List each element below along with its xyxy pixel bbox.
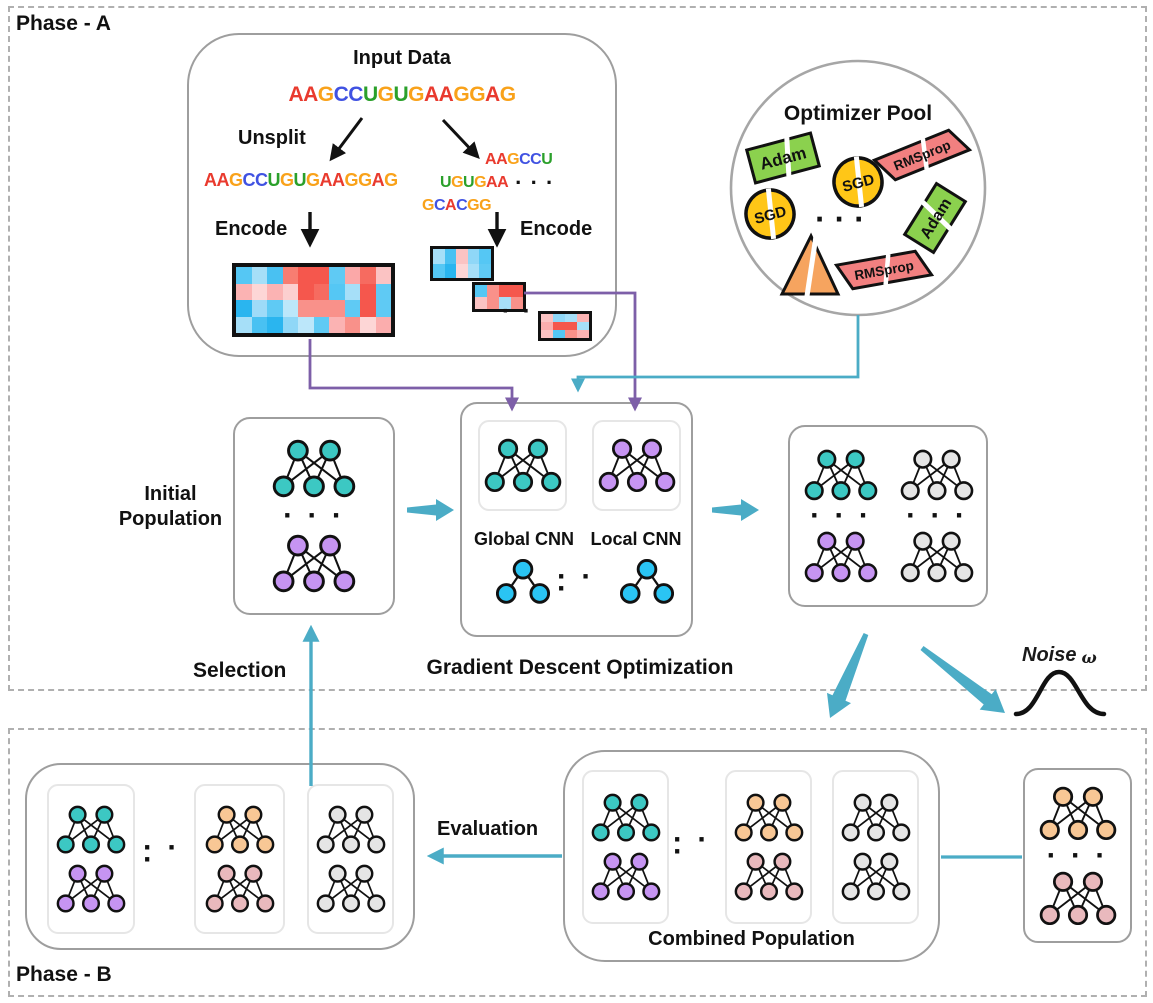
noise-label: Noise [1022, 644, 1077, 666]
optimizer-sgd-2: SGD [744, 188, 796, 240]
network-glyph-rose [1039, 871, 1117, 926]
phase-a-region [8, 6, 1147, 691]
network-glyph-teal [272, 439, 356, 498]
noise-omega-symbol: ω [1081, 648, 1097, 667]
encode-left-label: Encode [215, 218, 288, 240]
encode-right-label: Encode [520, 218, 593, 240]
input-data-box: Input Data AAGCCUGUGAAGGAG Unsplit AAGCC… [187, 33, 617, 357]
global-cnn-label: Global CNN [473, 529, 574, 549]
population-ellipsis: · · · [810, 499, 872, 532]
split-sequence-1: AAGCCU [485, 151, 553, 168]
selected-group-1 [47, 784, 135, 934]
input-data-title: Input Data [353, 47, 451, 69]
combined-population-box: · · · Combined Population [563, 750, 940, 962]
split-sequence-3: GCACGG [422, 197, 492, 214]
global-cnn-network [484, 438, 562, 493]
optimizer-pool-title: Optimizer Pool [784, 102, 932, 125]
local-cnn-label: Local CNN [590, 529, 682, 549]
selected-group-3 [307, 784, 394, 934]
selected-group-2 [194, 784, 285, 934]
offspring-population-box: · · · · · · [788, 425, 988, 607]
split-ellipsis: · · · [515, 170, 555, 195]
split-sequence-2: UGUGAA [440, 174, 509, 191]
network-glyph-gray [900, 531, 974, 583]
noisy-population-box: · · · [1023, 768, 1132, 943]
network-glyph-gray [841, 852, 911, 901]
evaluation-label: Evaluation [437, 818, 539, 840]
offspring-column-2: · · · [900, 427, 974, 605]
network-glyph-orange [1039, 786, 1117, 841]
selection-label: Selection [193, 659, 287, 682]
encoded-matrix-small-2 [472, 282, 526, 312]
optimizer-ellipsis: · · · [815, 201, 865, 237]
phase-a-label: Phase - A [16, 12, 111, 35]
network-glyph-orange [734, 793, 804, 842]
encoded-matrix-large [232, 263, 395, 337]
combined-group-3 [832, 770, 919, 924]
network-glyph-rose [734, 852, 804, 901]
network-glyph-gray [316, 864, 386, 913]
network-glyph-purple [56, 864, 126, 913]
network-glyph-purple [272, 534, 356, 593]
network-glyph-rose [205, 864, 275, 913]
gdo-box: Global CNN Local CNN · · · [460, 402, 693, 637]
network-glyph-teal [591, 793, 661, 842]
unsplit-label: Unsplit [238, 127, 306, 149]
population-ellipsis: · · · [1046, 838, 1109, 872]
network-glyph-teal [804, 449, 878, 501]
optimizer-pool: Optimizer Pool Adam RMSprop SGD SGD Adam… [729, 59, 987, 317]
population-ellipsis: · · · [673, 823, 711, 868]
optimizer-rmsprop-2: RMSprop [833, 249, 935, 291]
network-glyph-gray [841, 793, 911, 842]
phase-b-region [8, 728, 1147, 997]
unsplit-sequence: AAGCCUGUGAAGGAG [204, 170, 398, 190]
combined-group-1 [582, 770, 669, 924]
gdo-ellipsis: · · · [557, 560, 595, 605]
optimizer-triangle [779, 232, 841, 297]
phase-b-label: Phase - B [16, 963, 112, 986]
network-glyph-gray [900, 449, 974, 501]
initial-population-box: · · · [233, 417, 395, 615]
optimizer-adam-1: Adam [744, 131, 822, 185]
local-cnn-box [592, 420, 681, 511]
population-ellipsis: · · · [143, 831, 181, 876]
selected-population-box: · · · [25, 763, 415, 950]
split-sequence-2-row: UGUGAA · · · [440, 170, 555, 195]
noise-annotation: Noise ω [1022, 644, 1097, 667]
encoded-matrix-small-1 [430, 246, 494, 281]
offspring-column-1: · · · [804, 427, 878, 605]
tree-network-2 [620, 559, 674, 604]
gdo-label: Gradient Descent Optimization [426, 656, 734, 679]
encoded-matrix-small-3 [538, 311, 592, 341]
network-glyph-purple [591, 852, 661, 901]
combined-group-2 [725, 770, 812, 924]
network-glyph-purple [804, 531, 878, 583]
population-ellipsis: · · · [906, 499, 968, 532]
matrix-ellipsis: · · [502, 298, 534, 325]
main-sequence: AAGCCUGUGAAGGAG [288, 83, 516, 106]
initial-population-label: Initial Population [118, 483, 223, 530]
network-glyph-gray [316, 805, 386, 854]
local-cnn-network [598, 438, 676, 493]
global-cnn-box [478, 420, 567, 511]
combined-population-label: Combined Population [648, 928, 855, 950]
tree-network-1 [496, 559, 550, 604]
network-glyph-teal [56, 805, 126, 854]
network-glyph-orange [205, 805, 275, 854]
optimizer-sgd-1: SGD [832, 156, 884, 208]
population-ellipsis: · · · [283, 499, 345, 532]
